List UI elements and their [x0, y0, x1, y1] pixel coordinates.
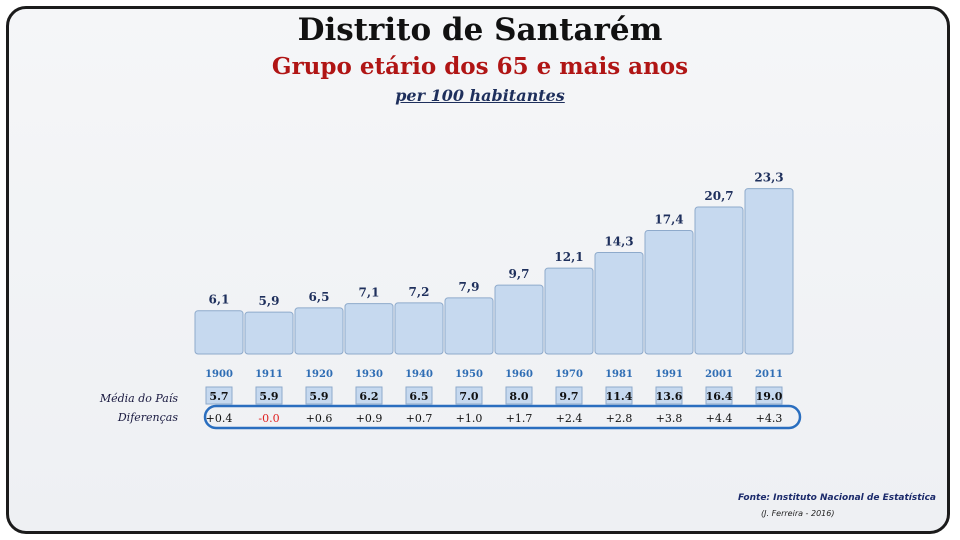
bar-value-label: 7,1 — [359, 286, 380, 300]
bar — [594, 251, 644, 355]
national-value-box — [505, 386, 533, 405]
national-value: 5.9 — [259, 390, 278, 403]
year-tick-label: 2001 — [705, 369, 733, 380]
national-value: 6.2 — [359, 390, 378, 403]
national-value: 11.4 — [606, 390, 633, 403]
difference-value: +1.0 — [456, 412, 483, 425]
bar — [694, 206, 744, 355]
national-value: 5.7 — [209, 390, 228, 403]
national-value-box — [205, 386, 233, 405]
national-value: 5.9 — [309, 390, 328, 403]
national-value-box — [405, 386, 433, 405]
bar — [644, 229, 694, 355]
national-value-box — [455, 386, 483, 405]
national-average-label: Média do País — [99, 392, 178, 405]
national-value: 9.7 — [559, 390, 578, 403]
bar-value-label: 12,1 — [554, 250, 583, 264]
national-value-box — [655, 386, 683, 405]
year-tick-label: 1911 — [255, 369, 283, 380]
bar — [744, 188, 794, 355]
bar-value-label: 6,1 — [209, 293, 230, 307]
difference-value: +3.8 — [656, 412, 683, 425]
bar — [344, 303, 394, 355]
bar — [244, 311, 294, 355]
national-value-box — [305, 386, 333, 405]
year-tick-label: 2011 — [755, 369, 783, 380]
year-tick-label: 1900 — [205, 369, 233, 380]
difference-value: +0.4 — [206, 412, 233, 425]
bar-value-label: 7,2 — [409, 285, 430, 299]
bar-value-label: 9,7 — [509, 267, 530, 281]
difference-value: +1.7 — [506, 412, 533, 425]
difference-value: +2.8 — [606, 412, 633, 425]
year-tick-label: 1991 — [655, 369, 683, 380]
bar-value-label: 17,4 — [654, 212, 683, 226]
year-tick-label: 1920 — [305, 369, 333, 380]
bar-value-label: 5,9 — [259, 294, 280, 308]
national-value: 6.5 — [409, 390, 428, 403]
bar-value-label: 6,5 — [309, 290, 330, 304]
bar — [494, 284, 544, 355]
year-tick-label: 1940 — [405, 369, 433, 380]
difference-value: +0.7 — [406, 412, 433, 425]
national-value: 19.0 — [756, 390, 783, 403]
source-note: Fonte: Instituto Nacional de Estatística — [737, 493, 936, 503]
national-value-box — [555, 386, 583, 405]
year-tick-label: 1950 — [455, 369, 483, 380]
bar — [394, 302, 444, 355]
national-value: 8.0 — [509, 390, 528, 403]
national-value: 13.6 — [656, 390, 683, 403]
bar — [544, 267, 594, 355]
national-value: 7.0 — [459, 390, 478, 403]
differences-label: Diferenças — [117, 411, 178, 424]
bar — [194, 310, 244, 355]
difference-value: -0.0 — [258, 412, 279, 425]
difference-value: +0.6 — [306, 412, 333, 425]
difference-value: +0.9 — [356, 412, 383, 425]
year-tick-label: 1930 — [355, 369, 383, 380]
chart-unit-subtitle: per 100 habitantes — [395, 86, 565, 105]
difference-value: +4.4 — [706, 412, 733, 425]
difference-value: +4.3 — [756, 412, 783, 425]
year-tick-label: 1970 — [555, 369, 583, 380]
bar-value-label: 7,9 — [459, 280, 480, 294]
national-value-box — [705, 386, 733, 405]
national-value-box — [605, 386, 633, 405]
year-tick-label: 1960 — [505, 369, 533, 380]
bar-value-label: 23,3 — [754, 171, 783, 185]
author-credit: (J. Ferreira - 2016) — [761, 509, 835, 518]
bar-value-label: 14,3 — [604, 234, 633, 248]
bar — [294, 307, 344, 355]
national-value-box — [355, 386, 383, 405]
national-value-box — [255, 386, 283, 405]
national-value-box — [755, 386, 783, 405]
year-tick-label: 1981 — [605, 369, 633, 380]
chart-title: Distrito de Santarém — [297, 12, 663, 48]
bar — [444, 297, 494, 355]
difference-value: +2.4 — [556, 412, 583, 425]
bar-value-label: 20,7 — [704, 189, 733, 203]
chart-subtitle: Grupo etário dos 65 e mais anos — [271, 53, 689, 80]
national-value: 16.4 — [706, 390, 733, 403]
differences-outline — [203, 404, 802, 430]
